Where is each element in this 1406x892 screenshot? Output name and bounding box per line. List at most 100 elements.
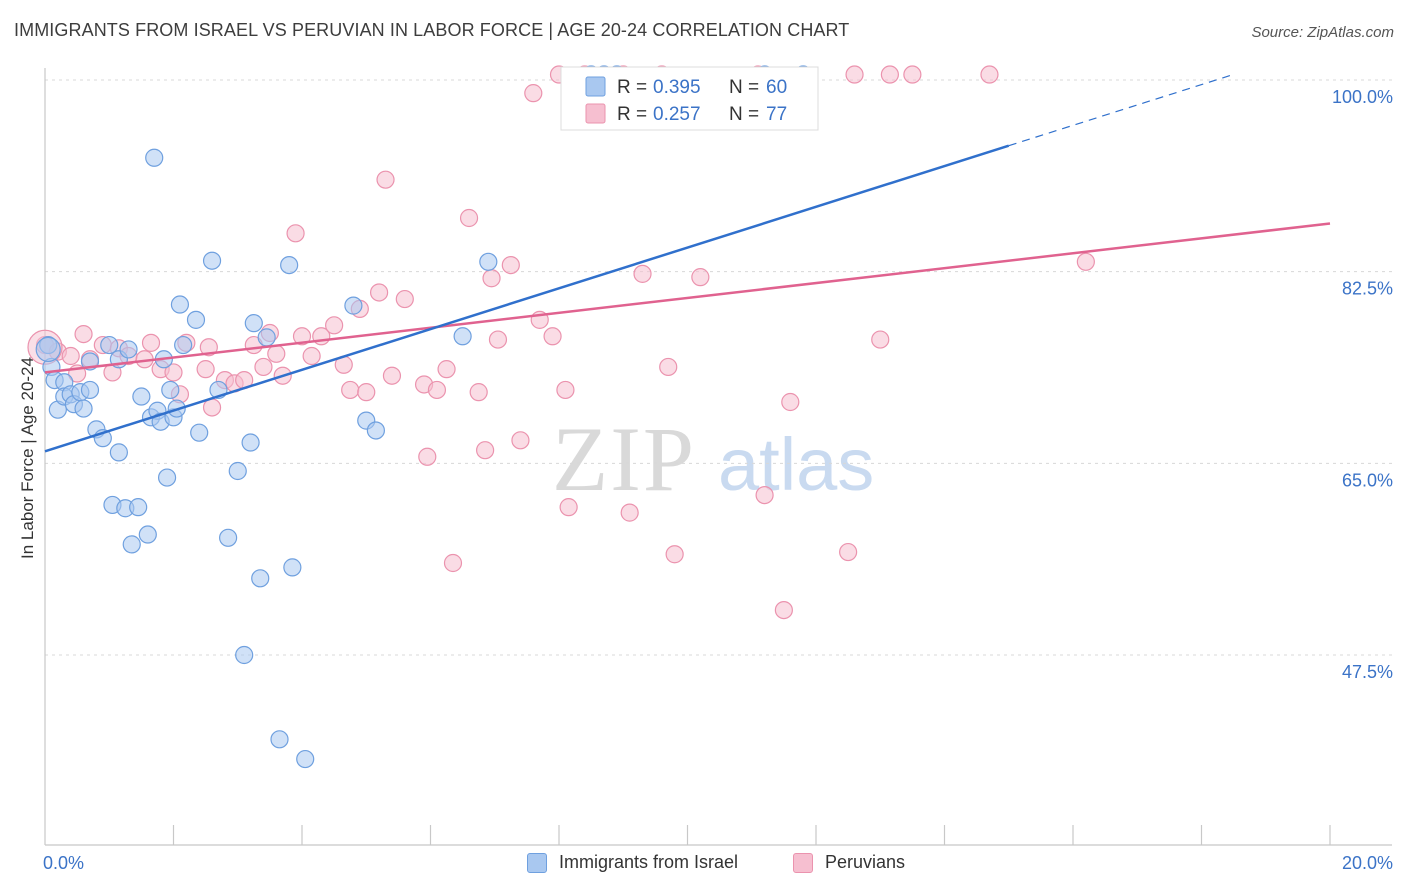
israel-point: [257, 328, 276, 347]
peruvian-point: [543, 327, 562, 346]
peruvian-point: [286, 224, 305, 243]
israel-trend-line: [44, 144, 1010, 453]
legend-label-peruvians: Peruvians: [825, 852, 906, 872]
israel-point: [296, 749, 315, 769]
peruvian-point: [443, 553, 463, 573]
peruvian-point: [74, 324, 93, 344]
peruvian-point: [633, 264, 652, 283]
peruvian-point: [488, 330, 508, 349]
israel-trend-extension: [1008, 73, 1234, 147]
peruvian-point: [1076, 252, 1095, 271]
israel-point: [109, 443, 128, 462]
peruvian-point: [376, 170, 395, 189]
israel-point: [251, 569, 270, 588]
peruvian-point: [164, 363, 183, 382]
israel-point: [161, 380, 180, 400]
x-tick-label: 0.0%: [43, 853, 84, 873]
stats-r-value: 0.257: [653, 104, 701, 125]
peruvian-point: [357, 383, 376, 402]
peruvian-point: [382, 366, 402, 385]
watermark-atlas: atlas: [718, 423, 874, 506]
trend-lines: [44, 73, 1331, 453]
peruvian-point: [755, 485, 774, 505]
stats-n-label: N =: [729, 104, 759, 125]
israel-point: [100, 335, 119, 355]
peruvian-point: [839, 542, 858, 562]
peruvian-point: [871, 330, 890, 349]
y-tick-label: 65.0%: [1342, 470, 1393, 490]
peruvian-point: [292, 327, 312, 346]
stats-legend: R = 0.395 N = 60 R = 0.257 N = 77: [560, 66, 819, 131]
israel-point: [241, 433, 260, 452]
peruvian-point: [437, 360, 456, 379]
stats-r-label: R =: [617, 77, 647, 98]
y-tick-label: 47.5%: [1342, 662, 1393, 682]
peruvian-point: [427, 380, 447, 400]
chart-title: IMMIGRANTS FROM ISRAEL VS PERUVIAN IN LA…: [14, 20, 850, 40]
legend-swatch-peruvians: [793, 852, 813, 873]
legend-item-israel[interactable]: Immigrants from Israel: [527, 852, 738, 873]
peruvian-trend-line: [44, 222, 1331, 374]
peruvian-point: [395, 289, 414, 309]
series-legend: Immigrants from Israel Peruvians: [0, 852, 1406, 878]
stats-n-value: 77: [766, 104, 787, 125]
peruvian-point: [559, 498, 578, 517]
israel-point: [174, 335, 193, 355]
peruvian-point: [880, 65, 899, 84]
peruvian-point: [691, 268, 710, 287]
peruvian-point: [199, 338, 218, 357]
israel-point: [122, 535, 141, 554]
peruvian-point: [511, 431, 530, 450]
peruvian-point: [418, 447, 437, 466]
israel-point: [244, 314, 263, 333]
israel-point: [74, 399, 93, 418]
peruvian-point: [202, 398, 222, 417]
peruvian-point: [459, 208, 479, 228]
peruvian-point: [665, 545, 684, 564]
peruvian-point: [469, 383, 488, 402]
y-tick-label: 100.0%: [1332, 87, 1393, 107]
legend-swatch-israel: [527, 852, 547, 873]
tick-labels: 47.5% 65.0% 82.5% 100.0% 0.0% 20.0%: [43, 87, 1393, 873]
stats-n-value: 60: [766, 77, 787, 98]
peruvian-point: [501, 255, 520, 275]
peruvian-point: [980, 65, 999, 84]
peruvian-point: [325, 316, 344, 335]
stats-swatch-israel: [585, 76, 606, 97]
peruvian-point: [659, 357, 678, 377]
peruvian-point: [524, 84, 543, 103]
israel-cluster-point: [35, 336, 61, 363]
peruvian-point: [254, 357, 273, 377]
israel-point: [170, 295, 190, 314]
israel-point: [138, 525, 157, 544]
source-label: Source: ZipAtlas.com: [1251, 24, 1394, 41]
israel-point: [366, 421, 385, 440]
peruvian-point: [341, 380, 360, 400]
peruvian-point: [774, 600, 793, 620]
israel-point: [132, 387, 151, 406]
grid-lines: [45, 79, 1392, 656]
peruvian-point: [141, 333, 161, 352]
israel-point: [270, 730, 289, 749]
israel-point: [202, 251, 222, 270]
peruvian-point: [196, 360, 215, 379]
israel-point: [119, 340, 138, 359]
israel-point: [145, 148, 164, 167]
peruvian-point: [556, 380, 575, 400]
peruvian-point: [845, 65, 864, 84]
israel-point: [157, 468, 177, 487]
israel-point: [479, 252, 498, 271]
israel-point: [186, 310, 206, 329]
israel-point: [228, 461, 247, 481]
legend-label-israel: Immigrants from Israel: [559, 852, 739, 872]
israel-point: [80, 380, 100, 400]
israel-point: [453, 327, 472, 346]
legend-item-peruvians[interactable]: Peruvians: [793, 852, 905, 873]
axes: [44, 68, 1392, 846]
israel-point: [280, 255, 299, 275]
peruvian-point: [267, 344, 286, 363]
israel-point: [344, 296, 363, 315]
israel-point: [283, 558, 302, 577]
israel-point: [129, 498, 148, 517]
peruvian-point: [476, 441, 495, 460]
